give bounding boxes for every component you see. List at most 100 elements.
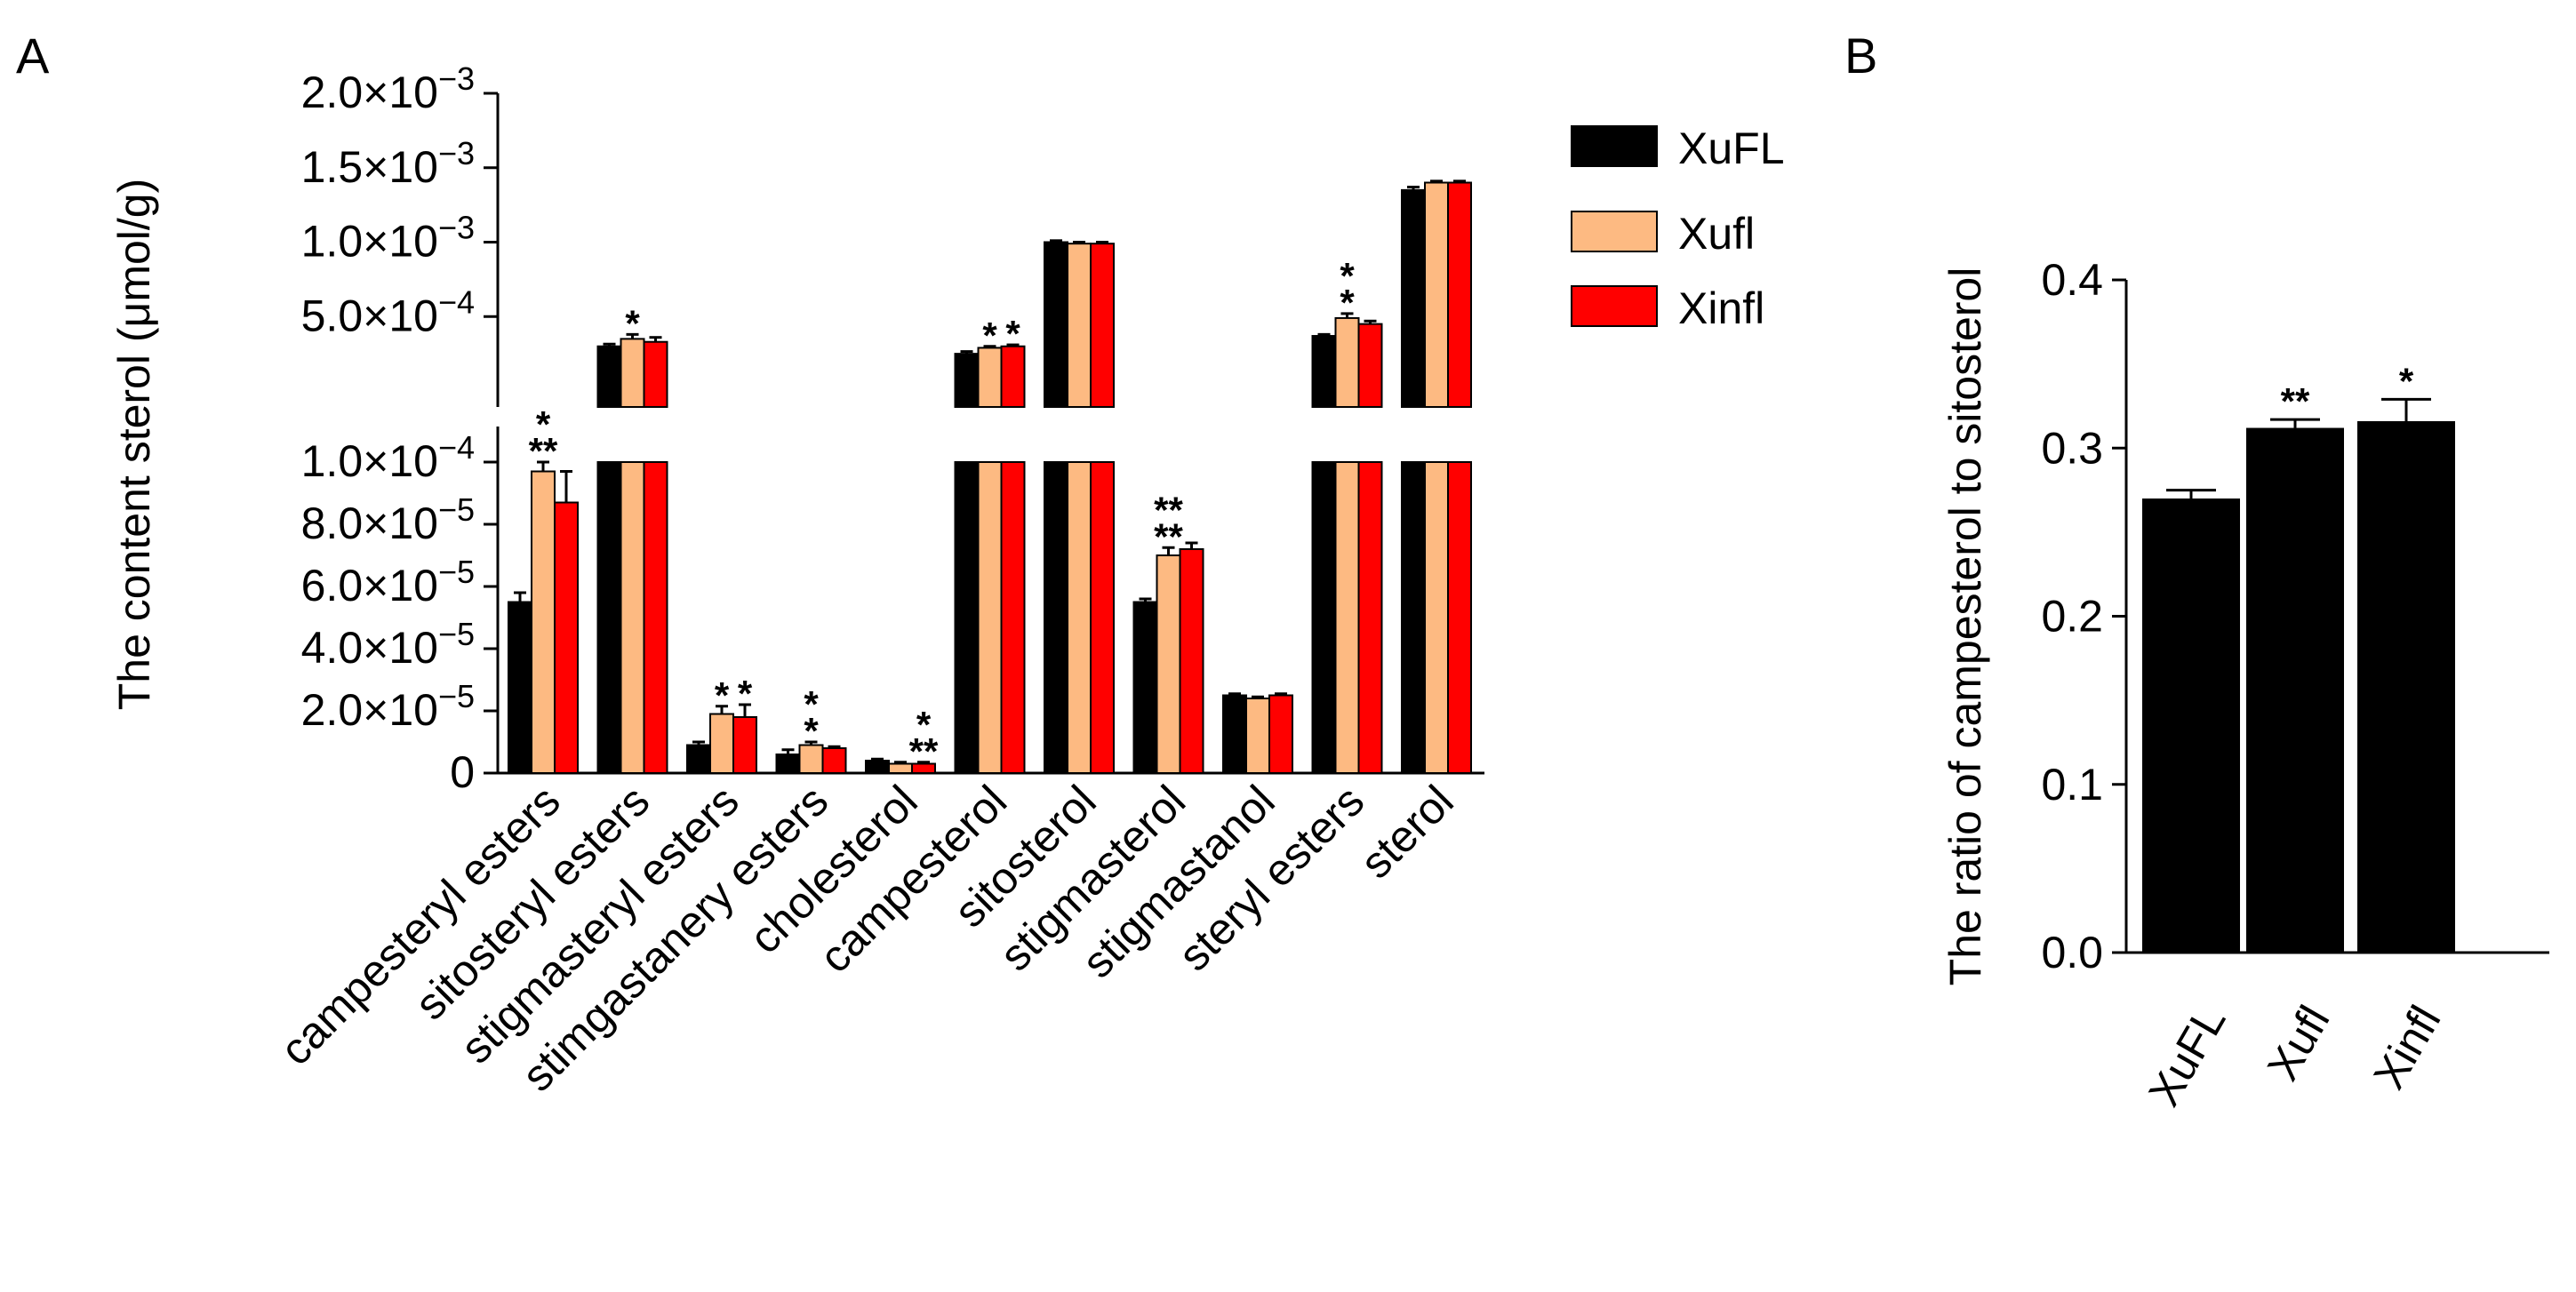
significance-mark: * [804, 710, 819, 752]
y-tick-label: 6.0×10−5 [301, 554, 475, 610]
bar [1090, 243, 1115, 408]
panel-a-label: A [16, 28, 50, 84]
legend-swatch-xufl-upper [1571, 125, 1658, 167]
bar [1334, 316, 1360, 408]
significance-mark: * [738, 673, 753, 714]
category-label: Xufl [2258, 998, 2340, 1089]
bar [1156, 554, 1181, 774]
bar [1245, 698, 1270, 774]
bar [775, 754, 801, 774]
bar [2142, 498, 2240, 953]
bar [508, 601, 532, 774]
bar-lower-segment [1334, 461, 1360, 774]
significance-mark: * [536, 403, 551, 445]
bar [554, 501, 579, 774]
bar [596, 345, 622, 408]
y-tick-label: 4.0×10−5 [301, 616, 475, 673]
y-tick-label: 2.0×10−3 [301, 60, 475, 117]
bar [865, 760, 890, 774]
panel-b-y-ticks: 0.0 0.1 0.2 0.3 0.4 [2041, 255, 2126, 977]
y-tick-label: 1.0×10−4 [301, 429, 475, 486]
panel-a-y-axis-label: The content sterol (μmol/g) [109, 179, 159, 711]
bar-lower-segment [1424, 461, 1449, 774]
bar-lower-segment [596, 461, 622, 774]
panel-a-y-ticks: 5.0×10−4 1.0×10−3 1.5×10−3 2.0×10−3 0 2.0×10−… [301, 60, 498, 797]
y-tick-label: 0 [450, 747, 475, 797]
bar-lower-segment [1000, 461, 1026, 774]
significance-mark: * [715, 674, 730, 716]
bar-lower-segment [954, 461, 980, 774]
significance-mark: * [2399, 360, 2414, 402]
legend-swatch-xufl [1571, 211, 1658, 252]
panel-b-category-labels: XuFL Xufl Xinfl [2139, 998, 2450, 1115]
legend-label-xufl: Xufl [1678, 209, 1755, 259]
y-tick-label: 0.0 [2041, 928, 2103, 977]
bar [531, 470, 556, 774]
category-label: sterol [1351, 776, 1463, 888]
bar [1311, 335, 1337, 408]
significance-mark: ** [529, 430, 558, 472]
panel-b-label: B [1844, 28, 1877, 84]
significance-mark: * [916, 704, 932, 746]
panel-b-error-bars [2166, 397, 2431, 499]
y-tick-label: 1.0×10−3 [301, 210, 475, 267]
bar [732, 716, 757, 774]
bar-lower-segment [1447, 461, 1472, 774]
category-label: XuFL [2139, 998, 2235, 1115]
bar [1447, 181, 1472, 408]
bar [1357, 323, 1383, 408]
bar-lower-segment [1044, 461, 1068, 774]
bar [2246, 427, 2344, 953]
y-tick-label: 0.1 [2041, 760, 2103, 809]
bar [643, 340, 668, 409]
bar [1067, 243, 1092, 408]
bar [686, 744, 711, 774]
legend-label-xinfl: Xinfl [1678, 283, 1764, 333]
legend: XuFL Xufl Xinfl [1571, 124, 1785, 333]
bar-lower-segment [1401, 461, 1426, 774]
y-tick-label: 0.2 [2041, 592, 2103, 642]
bar [1132, 601, 1158, 774]
bar [1044, 241, 1068, 408]
significance-mark: * [804, 683, 819, 725]
bar [1424, 181, 1449, 408]
significance-mark: ** [2281, 380, 2310, 422]
bar [709, 713, 734, 774]
bar-lower-segment [1090, 461, 1115, 774]
y-tick-label: 0.4 [2041, 255, 2103, 305]
bar [977, 347, 1003, 408]
bar-lower-segment [977, 461, 1003, 774]
legend-swatch-xinfl [1571, 285, 1658, 327]
panel-b-y-axis-label: The ratio of campesterol to sitosterol [1940, 267, 1990, 986]
significance-mark: * [982, 315, 997, 356]
significance-mark: * [1340, 255, 1355, 297]
significance-mark: ** [909, 730, 939, 772]
panel-a-error-bars [514, 179, 1466, 764]
significance-mark: ** [1154, 515, 1183, 557]
bar-lower-segment [620, 461, 645, 774]
significance-mark: * [1340, 282, 1355, 323]
bar [1222, 694, 1247, 774]
y-tick-label: 0.3 [2041, 423, 2103, 473]
significance-mark: * [1005, 313, 1020, 355]
significance-mark: * [625, 302, 640, 344]
y-tick-label: 5.0×10−4 [301, 283, 475, 340]
panel-b-significance: ** * [2281, 360, 2414, 422]
panel-a-significance: ***** ******* ******* [529, 255, 1356, 772]
bar [1401, 188, 1426, 408]
bar-lower-segment [1067, 461, 1092, 774]
panel-b-bars [2142, 420, 2455, 953]
significance-mark: ** [1154, 489, 1183, 530]
bar [1179, 548, 1204, 774]
bar [1000, 345, 1026, 408]
bar [620, 338, 645, 408]
bar-lower-segment [643, 461, 668, 774]
bar [954, 353, 980, 408]
category-label: Xinfl [2364, 998, 2450, 1097]
y-tick-label: 8.0×10−5 [301, 491, 475, 548]
bar [2357, 420, 2455, 953]
bar [821, 747, 847, 774]
legend-label-xufl-upper: XuFL [1678, 124, 1785, 173]
